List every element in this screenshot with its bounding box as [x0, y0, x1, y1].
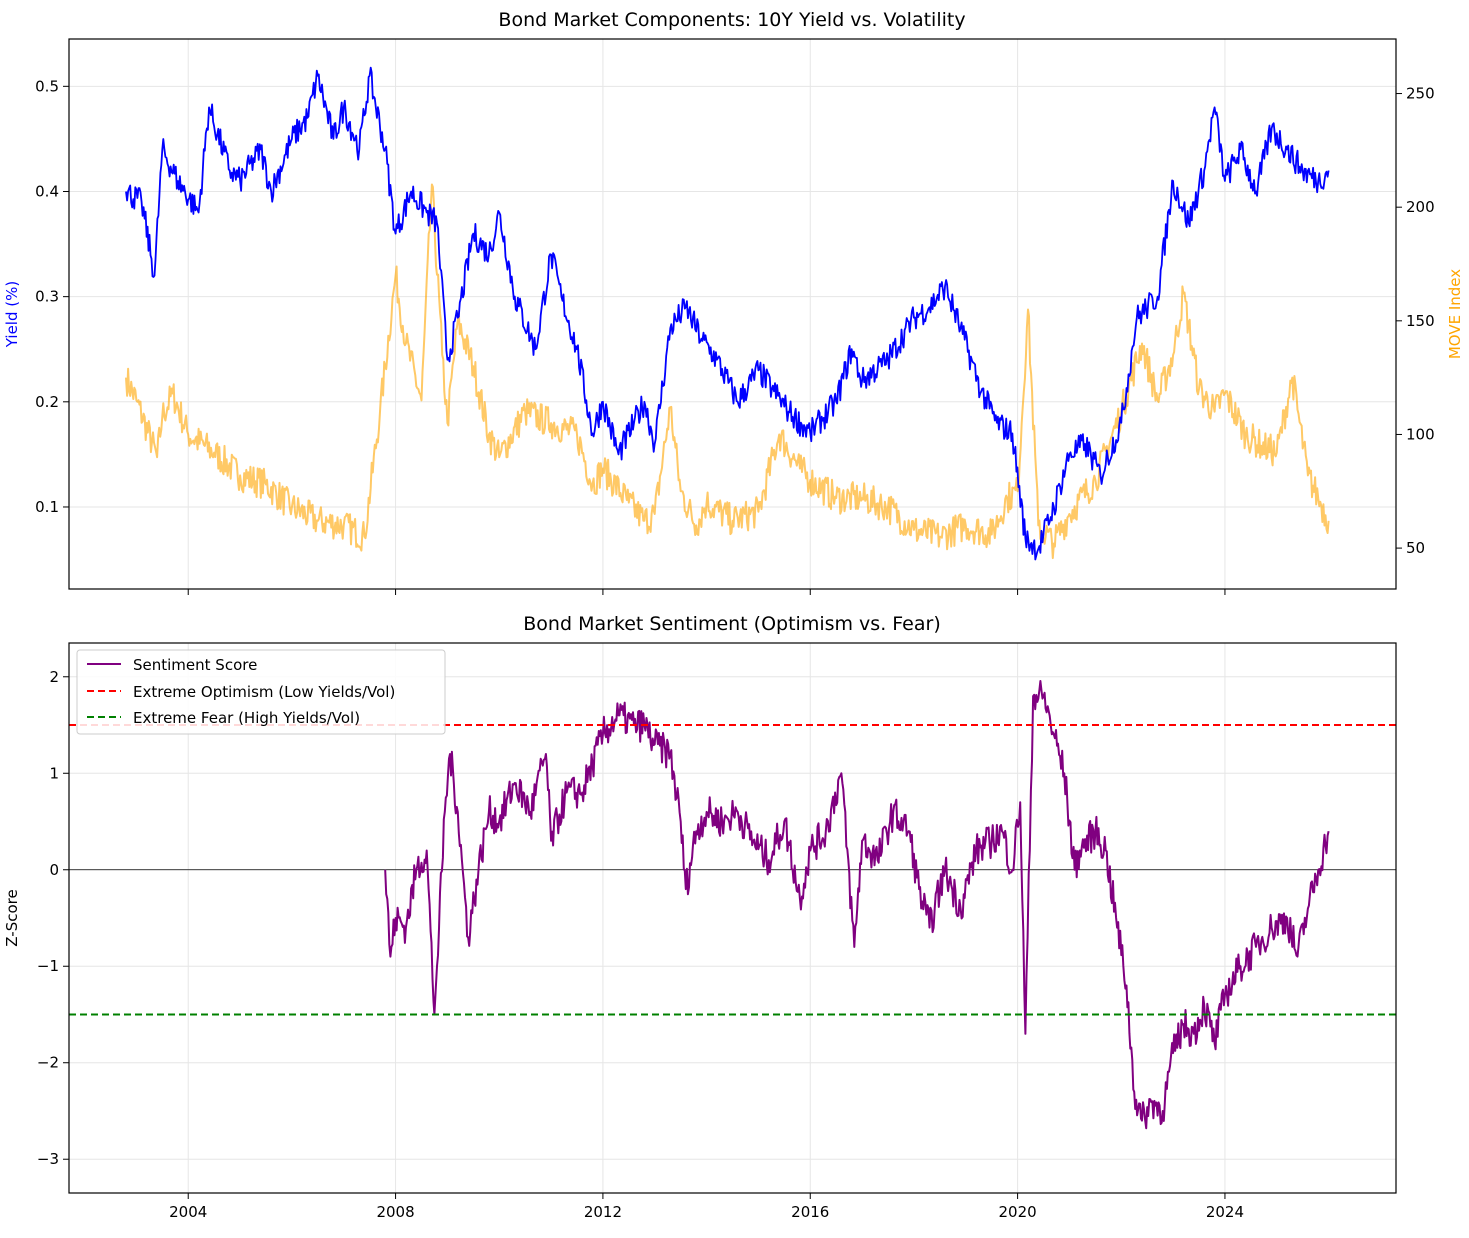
top-right-tick-label: 250: [1406, 85, 1435, 103]
top-left-tick-label: 0.1: [35, 498, 59, 516]
top-series-group: [125, 66, 1330, 561]
top-left-axis-label: Yield (%): [3, 281, 21, 348]
top-left-tick-label: 0.5: [35, 77, 59, 95]
bottom-x-tick-label: 2004: [169, 1203, 207, 1221]
top-left-tick-label: 0.3: [35, 288, 59, 306]
top-right-tick-label: 150: [1406, 312, 1435, 330]
bottom-plot-background: [69, 643, 1396, 1193]
legend-label-extreme-fear: Extreme Fear (High Yields/Vol): [133, 709, 360, 727]
bottom-y-tick-label: 2: [49, 668, 59, 686]
top-left-tick-label: 0.2: [35, 393, 59, 411]
bottom-y-tick-label: 0: [49, 861, 59, 879]
top-chart-panel: Bond Market Components: 10Y Yield vs. Vo…: [3, 9, 1464, 595]
bottom-x-tick-label: 2020: [999, 1203, 1037, 1221]
series-sentiment-score-line: [384, 680, 1330, 1130]
top-right-axis-label: MOVE Index: [1446, 269, 1464, 359]
bottom-x-tick-label: 2008: [376, 1203, 414, 1221]
bottom-x-axis: 2004 2008 2012 2016 2020 2024: [169, 1193, 1244, 1221]
bottom-x-tick-label: 2024: [1206, 1203, 1244, 1221]
top-right-tick-label: 50: [1406, 539, 1425, 557]
top-x-axis: [187, 589, 1226, 595]
legend-label-sentiment-score: Sentiment Score: [133, 656, 257, 674]
top-left-tick-label: 0.4: [35, 182, 59, 200]
bottom-y-tick-label: −1: [37, 957, 59, 975]
series-move-index-line: [125, 183, 1330, 560]
bottom-y-axis: −3 −2 −1 0 1 2: [37, 668, 69, 1168]
top-plot-frame: [68, 38, 1397, 590]
top-left-axis: 0.1 0.2 0.3 0.4 0.5: [35, 77, 69, 516]
top-grid: [69, 39, 1396, 589]
legend-label-extreme-optimism: Extreme Optimism (Low Yields/Vol): [133, 683, 395, 701]
bottom-y-axis-label: Z-Score: [3, 889, 21, 946]
bottom-chart-title: Bond Market Sentiment (Optimism vs. Fear…: [523, 613, 940, 635]
bottom-y-tick-label: −3: [37, 1150, 59, 1168]
top-right-axis: 50 100 150 200 250: [1396, 85, 1435, 557]
bottom-y-tick-label: 1: [49, 764, 59, 782]
legend: Sentiment Score Extreme Optimism (Low Yi…: [76, 649, 446, 735]
top-chart-title: Bond Market Components: 10Y Yield vs. Vo…: [498, 9, 965, 31]
bottom-y-tick-label: −2: [37, 1054, 59, 1072]
top-right-tick-label: 100: [1406, 425, 1435, 443]
legend-box: [76, 649, 446, 735]
series-10y-yield-line: [125, 66, 1330, 561]
bottom-plot-frame: [68, 642, 1397, 1194]
top-right-tick-label: 200: [1406, 198, 1435, 216]
bottom-x-tick-label: 2012: [584, 1203, 622, 1221]
top-plot-background: [69, 39, 1396, 589]
bottom-x-tick-label: 2016: [791, 1203, 829, 1221]
bottom-chart-panel: Bond Market Sentiment (Optimism vs. Fear…: [3, 613, 1397, 1221]
